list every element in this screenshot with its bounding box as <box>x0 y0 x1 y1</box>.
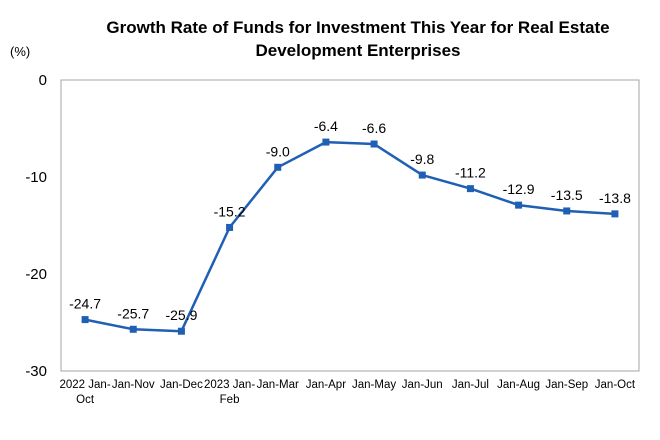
x-tick-label: 2022 Jan- <box>60 379 111 391</box>
y-tick-label: -30 <box>25 363 47 380</box>
data-label: -11.2 <box>455 165 486 181</box>
series-line <box>84 140 615 333</box>
x-tick-label: Feb <box>220 394 240 406</box>
data-point <box>129 325 137 333</box>
data-label: -6.6 <box>362 120 386 136</box>
data-label: -13.5 <box>551 187 583 203</box>
y-axis-ticks: 0 -10 -20 -30 <box>25 72 47 380</box>
x-tick-label: Jan-May <box>352 379 396 391</box>
chart-title-line-2: Development Enterprises <box>255 41 460 60</box>
x-axis-ticks: 2022 Jan- Oct Jan-Nov Jan-Dec 2023 Jan- Feb Ja… <box>60 379 636 406</box>
data-point <box>370 140 378 148</box>
x-tick-label: 2023 Jan- <box>204 379 255 391</box>
data-label: -13.8 <box>599 190 631 206</box>
data-label: -9.8 <box>410 151 434 167</box>
data-point <box>418 171 426 179</box>
x-tick-label: Jan-Nov <box>112 379 155 391</box>
x-tick-label: Jan-Apr <box>306 379 346 391</box>
x-tick-label: Jan-Aug <box>497 379 540 391</box>
data-label: -24.7 <box>69 296 101 312</box>
data-point <box>563 207 571 215</box>
y-tick-label: 0 <box>39 72 47 89</box>
data-point <box>177 327 185 335</box>
data-point-markers <box>81 138 619 335</box>
data-label: -12.9 <box>503 181 535 197</box>
data-point <box>81 316 89 324</box>
chart-title-line-1: Growth Rate of Funds for Investment This… <box>106 18 609 37</box>
x-tick-label: Jan-Oct <box>595 379 636 391</box>
x-tick-label: Jan-Jun <box>402 379 443 391</box>
data-point <box>226 223 234 231</box>
x-tick-label: Jan-Jul <box>452 379 489 391</box>
data-point <box>274 163 282 171</box>
data-point <box>611 210 619 218</box>
x-tick-label: Oct <box>76 394 95 406</box>
x-tick-label: Jan-Dec <box>160 379 203 391</box>
data-point <box>466 185 474 193</box>
data-label: -9.0 <box>266 143 290 159</box>
y-tick-label: -20 <box>25 266 47 283</box>
data-label: -15.2 <box>214 203 246 219</box>
x-tick-label: Jan-Sep <box>545 379 588 391</box>
data-label: -25.9 <box>165 307 197 323</box>
data-label: -6.4 <box>314 118 338 134</box>
plot-area-border <box>60 79 640 372</box>
y-unit-label: (%) <box>10 44 30 59</box>
data-label: -25.7 <box>117 305 149 321</box>
data-point <box>322 138 330 146</box>
data-point <box>515 201 523 209</box>
y-tick-label: -10 <box>25 169 47 186</box>
data-labels: -24.7 -25.7 -25.9 -15.2 -9.0 -6.4 -6.6 -9.8 -11.… <box>69 118 631 323</box>
x-tick-label: Jan-Mar <box>257 379 299 391</box>
